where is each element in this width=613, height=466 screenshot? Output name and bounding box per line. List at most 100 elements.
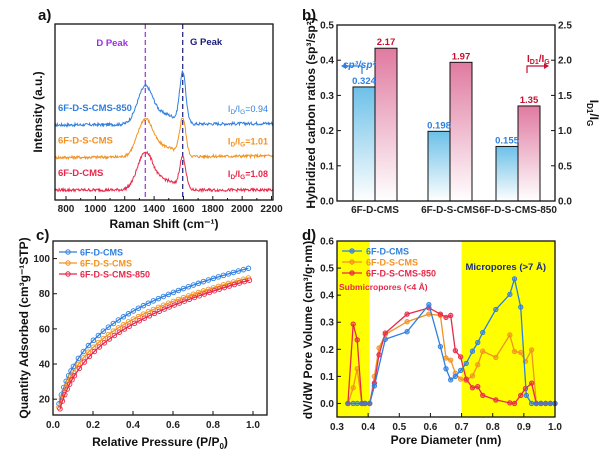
isotherm-point: [226, 283, 233, 289]
isotherm-line: [59, 279, 250, 409]
legend-marker: [349, 270, 355, 276]
isotherm-point: [105, 324, 112, 330]
psd-point: [437, 343, 444, 350]
panel-d-ylabel: dV/dW Pore Volume (cm³/g·nm): [301, 241, 315, 419]
isotherm-point: [220, 282, 227, 288]
panel-b: b) 0.324 2.17 6F-D-CMS 0.198 1.97 6F-D-S-CMS 0…: [302, 7, 601, 216]
isotherm-point: [195, 280, 202, 287]
isotherm-point: [201, 291, 208, 297]
y-tick-label: 0.0: [320, 197, 334, 208]
isotherm-point: [191, 294, 198, 301]
psd-point: [480, 329, 486, 336]
psd-point: [507, 291, 513, 297]
panel-b-frame: [336, 24, 556, 202]
isotherm-point: [100, 328, 107, 334]
psd-point: [528, 380, 535, 386]
y-tick-label: 0.1: [320, 372, 334, 383]
psd-point: [463, 360, 469, 367]
psd-point: [426, 301, 432, 308]
raman-series-line: [54, 150, 274, 194]
isotherm-point: [180, 285, 187, 292]
psd-point: [463, 376, 469, 382]
y-tick-label: 0.1: [320, 161, 334, 172]
psd-point: [469, 385, 476, 391]
isotherm-point: [165, 291, 172, 298]
isotherm-point: [145, 300, 152, 306]
x-tick-label: 0.5: [392, 422, 406, 433]
isotherm-point: [70, 363, 77, 370]
isotherm-point: [81, 359, 88, 365]
psd-point: [493, 397, 499, 403]
isotherm-point: [246, 277, 253, 283]
isotherm-point: [240, 266, 247, 273]
panel-d-frame: [336, 240, 556, 418]
x-tick-label: 1400: [143, 204, 166, 215]
y2-tick-label: 1.0: [558, 126, 572, 137]
y2-tick-label: 2.5: [558, 21, 572, 32]
y2-tick-label: 0.0: [558, 197, 572, 208]
y2-tick-label: 1.5: [558, 91, 572, 102]
x-tick-label: 2000: [231, 204, 254, 215]
isotherm-point: [245, 265, 252, 272]
isotherm-point: [70, 369, 77, 375]
psd-point: [443, 366, 449, 372]
raman-series-line: [54, 70, 274, 128]
panel-a: a) 800 1000 1200 1400 1600 1800 2000 2200 Raman…: [31, 7, 283, 231]
psd-point: [480, 348, 486, 354]
legend-label: 6F-D-CMS: [80, 248, 123, 258]
y2-tick-label: 2.0: [558, 56, 572, 67]
y-tick-label: 0.4: [320, 291, 334, 302]
isotherm-point: [161, 306, 168, 312]
x-tick-label: 0.8: [486, 422, 500, 433]
psd-point: [376, 352, 382, 358]
isotherm-point: [120, 314, 127, 320]
isotherm-point: [160, 293, 167, 300]
psd-point: [404, 319, 410, 325]
isotherm-point: [200, 288, 207, 294]
x-tick-label: 0.0: [46, 420, 60, 431]
psd-point: [354, 337, 360, 343]
x-tick-label: 1800: [202, 204, 225, 215]
psd-point: [382, 336, 388, 342]
y-tick-label: 100: [33, 254, 50, 265]
isotherm-point: [57, 406, 63, 412]
panel-b-ylabel: Hybridized carbon ratios (sp³/sp²): [304, 17, 318, 208]
y-tick-label: 0.0: [320, 399, 334, 410]
isotherm-point: [205, 286, 212, 293]
isotherm-point: [200, 278, 207, 285]
submicropores-annotation: Submicropores (<4 Å): [339, 282, 428, 292]
isotherm-point: [196, 292, 203, 299]
isotherm-point: [141, 315, 148, 321]
bar-value-label: 0.155: [495, 135, 519, 146]
x-tick-label: 1000: [84, 204, 107, 215]
isotherm-point: [111, 332, 118, 339]
psd-point: [469, 348, 476, 354]
psd-point: [518, 349, 524, 356]
y-tick-label: 40: [39, 360, 51, 371]
psd-point: [533, 400, 539, 407]
isotherm-point: [230, 269, 237, 276]
psd-point: [457, 376, 464, 382]
bar-value-label: 0.198: [427, 120, 451, 131]
isotherm-point: [166, 304, 173, 310]
category-label: 6F-D-CMS: [351, 205, 399, 216]
psd-point: [367, 400, 373, 407]
psd-point: [547, 400, 553, 407]
legend-marker: [349, 259, 355, 265]
legend-label: 6F-D-S-CMS: [366, 258, 418, 268]
bar-id1-ig: [449, 61, 473, 202]
psd-point: [452, 348, 458, 354]
psd-point: [404, 311, 410, 317]
legend-label: 6F-D-S-CMS-850: [80, 270, 150, 280]
psd-point: [350, 385, 356, 391]
isotherm-point: [121, 326, 128, 332]
isotherm-point: [155, 304, 162, 311]
g-peak-annotation: G Peak: [190, 37, 223, 48]
x-tick-label: 0.6: [166, 420, 180, 431]
isotherm-point: [171, 302, 178, 308]
id-ig-ratio-label: ID/IG=0.94: [228, 104, 268, 116]
psd-point: [350, 321, 356, 327]
isotherm-point: [91, 348, 98, 355]
isotherm-point: [150, 306, 157, 313]
psd-point: [493, 354, 499, 361]
